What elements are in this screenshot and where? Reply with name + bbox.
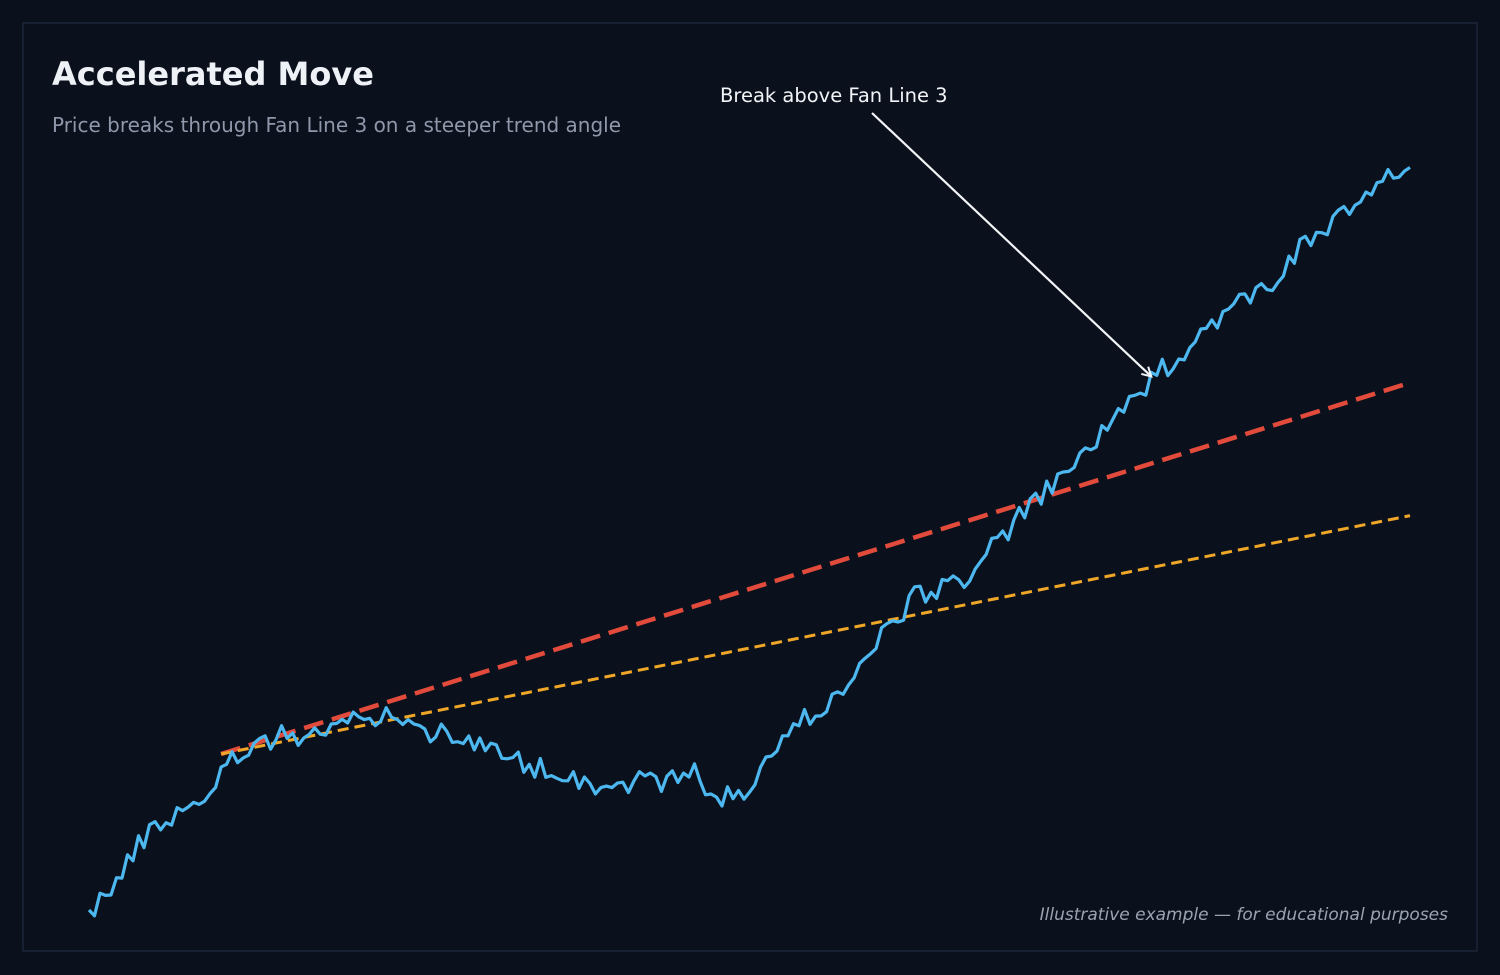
- annotation-label: Break above Fan Line 3: [720, 84, 948, 107]
- annotation-arrow: [871, 112, 1151, 376]
- chart-title: Accelerated Move: [52, 55, 374, 93]
- fan-line-3: [220, 380, 1411, 757]
- series-layer: [87, 166, 1411, 918]
- fan-line-2: [220, 514, 1411, 756]
- chart-frame: [22, 22, 1478, 952]
- chart-subtitle: Price breaks through Fan Line 3 on a ste…: [52, 113, 621, 137]
- footnote: Illustrative example — for educational p…: [1040, 905, 1448, 925]
- price-line: [87, 166, 1411, 918]
